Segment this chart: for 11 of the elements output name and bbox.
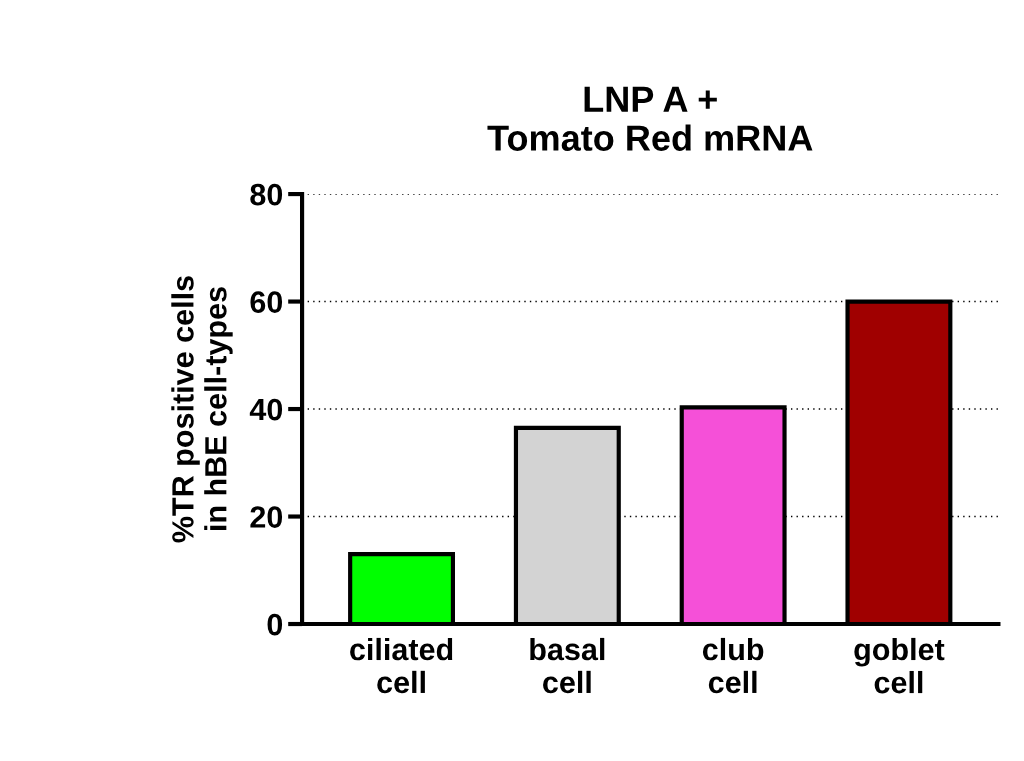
y-axis-title: %TR positive cells in hBE cell-types bbox=[171, 276, 233, 543]
chart-title: LNP A + Tomato Red mRNA bbox=[487, 86, 813, 151]
y-tick-label: 0 bbox=[267, 613, 283, 636]
x-tick-label: club cell bbox=[702, 637, 764, 694]
y-tick-label: 40 bbox=[249, 398, 283, 421]
x-tick-label: basal cell bbox=[530, 637, 605, 694]
x-tick-label: ciliated cell bbox=[350, 637, 453, 694]
x-tick-label: goblet cell bbox=[854, 637, 945, 694]
y-tick-label: 20 bbox=[250, 506, 283, 528]
y-tick-label: 60 bbox=[250, 291, 283, 313]
y-tick-label: 80 bbox=[250, 183, 283, 206]
